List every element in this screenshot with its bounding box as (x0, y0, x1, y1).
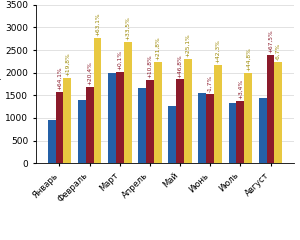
Bar (244, 73, 252, 163)
Text: +3,4%: +3,4% (238, 79, 243, 99)
Text: +63,1%: +63,1% (95, 13, 100, 36)
Text: +0,1%: +0,1% (117, 50, 122, 70)
Bar (146, 80, 154, 163)
Text: +21,8%: +21,8% (155, 36, 160, 60)
Bar (78, 100, 86, 163)
Bar (199, 93, 206, 163)
Bar (206, 94, 214, 163)
Bar (274, 62, 282, 163)
Bar (267, 55, 274, 163)
Bar (94, 38, 101, 163)
Text: -1,7%: -1,7% (208, 75, 213, 92)
Text: -6,7%: -6,7% (276, 43, 281, 60)
Bar (236, 101, 244, 163)
Bar (63, 78, 71, 163)
Bar (56, 92, 63, 163)
Bar (86, 87, 94, 163)
Text: +10,8%: +10,8% (147, 54, 152, 78)
Bar (116, 72, 124, 163)
Bar (138, 88, 146, 163)
Bar (154, 62, 162, 163)
Bar (124, 42, 131, 163)
Text: +20,4%: +20,4% (87, 61, 92, 85)
Text: +33,5%: +33,5% (125, 16, 130, 40)
Bar (168, 106, 176, 163)
Text: +64,1%: +64,1% (57, 66, 62, 90)
Bar (259, 98, 267, 163)
Bar (108, 73, 116, 163)
Text: +42,3%: +42,3% (216, 39, 220, 63)
Text: +67,5%: +67,5% (268, 30, 273, 53)
Bar (184, 59, 192, 163)
Bar (48, 120, 56, 163)
Text: +25,1%: +25,1% (185, 33, 190, 57)
Bar (229, 103, 236, 163)
Bar (176, 79, 184, 163)
Bar (214, 65, 222, 163)
Text: +44,8%: +44,8% (246, 48, 251, 71)
Text: +19,8%: +19,8% (65, 52, 70, 76)
Text: +46,8%: +46,8% (178, 54, 183, 78)
